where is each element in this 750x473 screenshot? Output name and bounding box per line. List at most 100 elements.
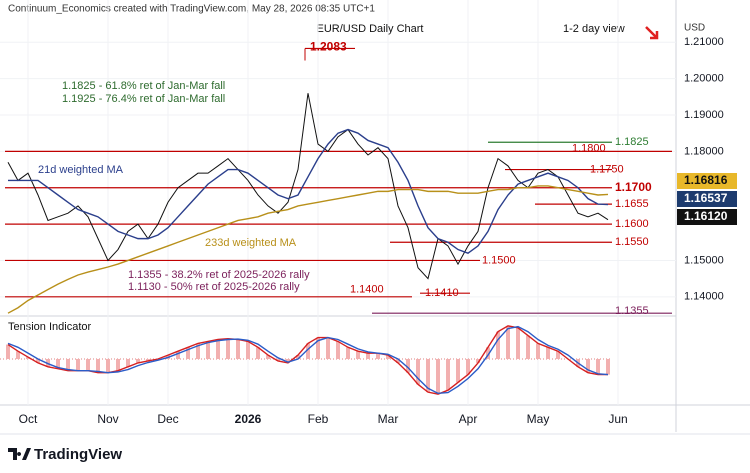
histogram-bar: [546, 347, 550, 359]
histogram-bar: [6, 344, 10, 359]
histogram-bar: [496, 331, 500, 359]
series-line: [7, 93, 609, 280]
histogram-bar: [236, 339, 240, 359]
y-tick-label: 1.15000: [684, 254, 724, 266]
level-label: 1.1355: [615, 305, 649, 317]
histogram-bar: [376, 353, 380, 359]
histogram-bar: [516, 327, 520, 359]
histogram-bar: [406, 359, 410, 373]
logo: TradingView: [8, 446, 122, 463]
last-value-box: [677, 173, 737, 189]
footer-brand: TradingView: [34, 446, 122, 463]
histogram-bar: [416, 359, 420, 385]
chart-subtitle: 1-2 day view: [563, 23, 625, 35]
histogram-bar: [426, 359, 430, 393]
level-label: 1.1750: [590, 163, 624, 175]
histogram-bar: [396, 359, 400, 363]
x-tick-label: 2026: [235, 412, 262, 426]
histogram-bar: [106, 359, 110, 373]
histogram-bar: [136, 359, 140, 363]
histogram-bar: [146, 359, 150, 361]
histogram-bar: [466, 359, 470, 375]
histogram-bar: [56, 359, 60, 369]
histogram-bar: [506, 325, 510, 359]
series-label: 233d weighted MA: [205, 237, 297, 249]
y-tick-label: 1.18000: [684, 145, 724, 157]
series-line: [7, 325, 609, 395]
histogram-bar: [176, 351, 180, 359]
histogram-bar: [266, 355, 270, 359]
level-label: 1.2083: [310, 40, 347, 54]
histogram-bar: [586, 359, 590, 373]
histogram-bar: [486, 347, 490, 359]
x-tick-label: Mar: [378, 412, 399, 426]
header: Continuum_Economics created with Trading…: [8, 4, 375, 15]
histogram-bar: [276, 359, 280, 361]
x-tick-label: Feb: [308, 412, 329, 426]
level-label: 1.1410: [425, 287, 459, 299]
histogram-bar: [66, 359, 70, 371]
direction-arrow: [645, 26, 659, 40]
histogram-bar: [186, 347, 190, 359]
histogram-bar: [306, 343, 310, 359]
x-tick-label: Oct: [19, 412, 38, 426]
histogram-bar: [556, 351, 560, 359]
histogram-bar: [596, 359, 600, 375]
histogram-bar: [216, 339, 220, 359]
x-tick-label: Dec: [157, 412, 178, 426]
level-label: 1.1800: [572, 142, 606, 154]
y-tick-label: 1.20000: [684, 73, 724, 85]
histogram-bar: [226, 338, 230, 359]
last-value-box: [677, 191, 737, 207]
histogram-bar: [526, 335, 530, 359]
level-label: 1.1655: [615, 198, 649, 210]
histogram-bar: [326, 337, 330, 359]
annotation: 1.1825 - 61.8% ret of Jan-Mar fall: [62, 80, 225, 92]
series-label: 21d weighted MA: [38, 164, 124, 176]
histogram-bar: [36, 359, 40, 363]
histogram-bar: [76, 359, 80, 371]
histogram-bar: [256, 347, 260, 359]
x-tick-label: Jun: [608, 412, 627, 426]
last-value-label: 1.16120: [684, 209, 728, 223]
level-label: 1.1400: [350, 284, 384, 296]
histogram-bar: [286, 359, 290, 363]
pane-title: Tension Indicator: [8, 321, 91, 333]
histogram-bar: [46, 359, 50, 367]
histogram-bar: [346, 347, 350, 359]
histogram-bar: [126, 359, 130, 367]
histogram-bar: [296, 355, 300, 359]
level-label: 1.1700: [615, 180, 652, 194]
x-tick-label: Nov: [97, 412, 118, 426]
histogram-bar: [246, 341, 250, 359]
histogram-bar: [446, 359, 450, 391]
x-tick-label: May: [527, 412, 550, 426]
histogram-bar: [386, 355, 390, 359]
x-tick-label: Apr: [459, 412, 478, 426]
series-line: [7, 185, 609, 314]
histogram-bar: [536, 343, 540, 359]
level-label: 1.1825: [615, 136, 649, 148]
histogram-bar: [96, 359, 100, 373]
annotation: 1.1130 - 50% ret of 2025-2026 rally: [128, 281, 300, 293]
y-tick-label: 1.14000: [684, 291, 724, 303]
histogram-bar: [86, 359, 90, 371]
level-label: 1.1550: [615, 236, 649, 248]
chart-title: EUR/USD Daily Chart: [317, 23, 424, 35]
histogram-bar: [206, 341, 210, 359]
histogram-bar: [456, 359, 460, 383]
histogram-bar: [436, 359, 440, 395]
last-value-label: 1.16537: [684, 191, 728, 205]
y-tick-label: 1.19000: [684, 109, 724, 121]
histogram-bar: [116, 359, 120, 371]
histogram-bar: [316, 337, 320, 359]
histogram-bar: [336, 341, 340, 359]
histogram-bar: [476, 359, 480, 363]
level-label: 1.1500: [482, 254, 516, 266]
level-label: 1.1600: [615, 218, 649, 230]
annotation: 1.1925 - 76.4% ret of Jan-Mar fall: [62, 93, 225, 105]
histogram-bar: [356, 351, 360, 359]
annotation: 1.1355 - 38.2% ret of 2025-2026 rally: [128, 269, 310, 281]
histogram-bar: [26, 357, 30, 359]
